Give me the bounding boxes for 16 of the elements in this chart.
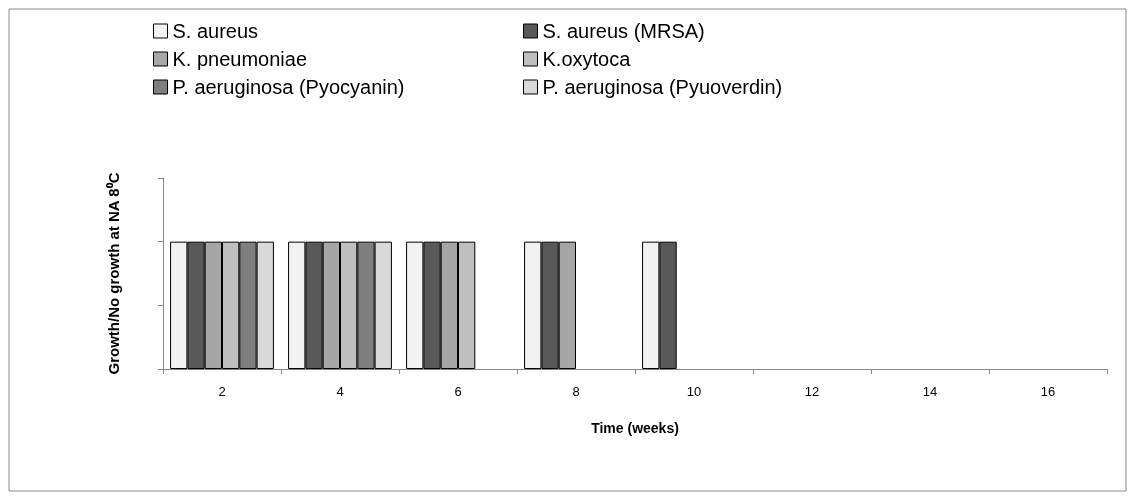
legend-label: K. pneumoniae <box>172 48 308 70</box>
legend-label: P. aeruginosa (Pyocyanin) <box>172 76 405 98</box>
legend-label: S. aureus <box>172 20 259 42</box>
x-tick-label: 16 <box>1040 384 1056 399</box>
legend-label: P. aeruginosa (Pyuoverdin) <box>542 76 783 98</box>
legend-label: S. aureus (MRSA) <box>542 20 705 42</box>
legend-label: K.oxytoca <box>542 48 632 70</box>
x-tick-label: 6 <box>454 384 462 399</box>
x-tick-label: 14 <box>922 384 938 399</box>
x-tick-label: 8 <box>572 384 580 399</box>
x-tick-label: 4 <box>336 384 344 399</box>
x-tick-label: 12 <box>804 384 820 399</box>
x-tick-label: 10 <box>686 384 702 399</box>
x-tick-label: 2 <box>218 384 226 399</box>
x-axis-title: Time (weeks) <box>591 420 679 436</box>
y-axis-title: Growth/No growth at NA 8⁰C <box>104 172 122 375</box>
